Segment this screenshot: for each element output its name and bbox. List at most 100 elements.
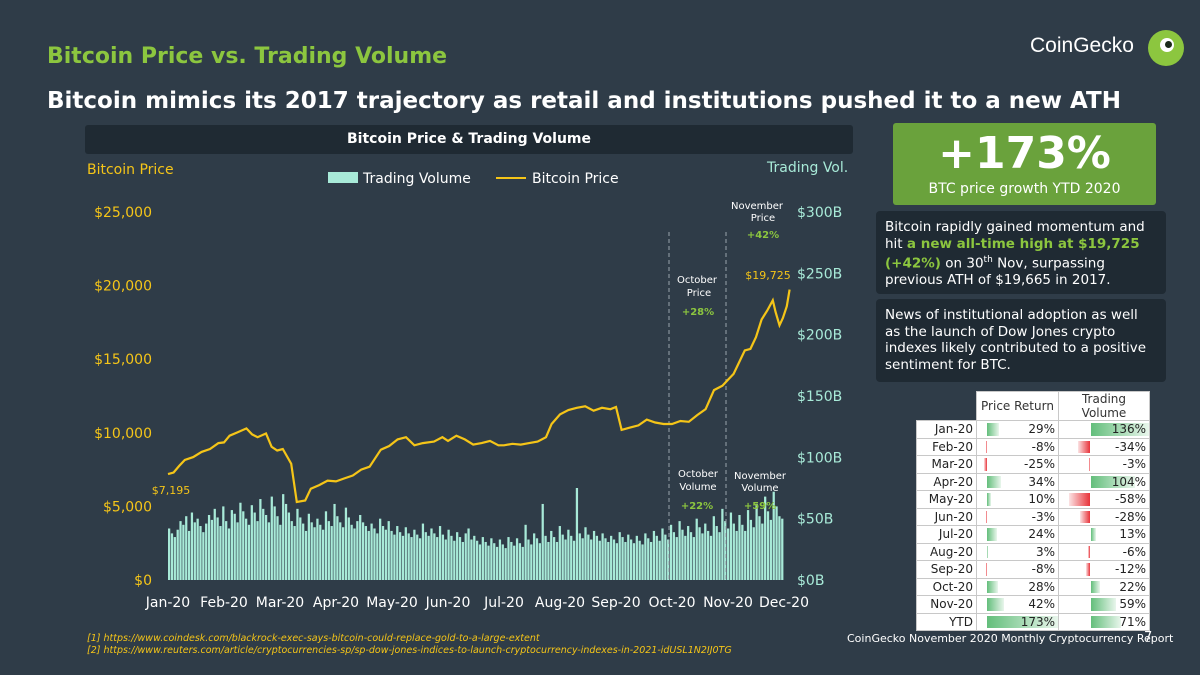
- trading-volume-cell-bar: [1090, 598, 1116, 611]
- volume-bar: [764, 496, 767, 580]
- volume-bar: [678, 521, 681, 580]
- volume-bar: [584, 527, 587, 580]
- volume-bar: [729, 512, 733, 580]
- price-return-cell-bar: [986, 475, 1001, 488]
- col-price-return: Price Return: [976, 391, 1059, 421]
- table-row: Mar-20 -25% -3%: [916, 455, 1150, 474]
- volume-bar: [473, 535, 476, 580]
- returns-table: Price Return Trading Volume Jan-20 29% 136…: [916, 391, 1150, 631]
- end-price-label: $19,725: [745, 269, 791, 282]
- trading-volume-cell-value: 13%: [1119, 527, 1146, 542]
- trading-volume-cell-bar: [1090, 423, 1149, 436]
- price-return-cell-value: 10%: [1028, 492, 1055, 507]
- volume-bar: [618, 532, 621, 580]
- volume-bar: [738, 514, 741, 580]
- trading-volume-cell-bar: [1086, 563, 1091, 576]
- price-return-cell-value: 3%: [1035, 544, 1055, 559]
- table-month: Sep-20: [916, 560, 977, 579]
- volume-bar: [381, 526, 385, 580]
- volume-bar: [781, 518, 784, 580]
- price-return-cell-bar: [986, 563, 987, 576]
- oct-price-label-2: Price: [687, 288, 711, 299]
- price-line: [167, 289, 791, 504]
- trading-volume-cell-value: -3%: [1122, 457, 1146, 472]
- volume-bar: [279, 524, 282, 580]
- volume-bar: [726, 528, 730, 580]
- volume-bar: [669, 524, 673, 580]
- volume-bar: [196, 518, 199, 580]
- price-return-cell-value: 28%: [1028, 579, 1055, 594]
- trading-volume-cell: 136%: [1058, 420, 1150, 439]
- volume-bar: [664, 534, 667, 580]
- volume-bar: [587, 534, 590, 580]
- volume-bar: [404, 527, 407, 580]
- right-axis-tick: $300B: [797, 205, 842, 221]
- table-row: YTD 173% 71%: [916, 612, 1150, 631]
- volume-bar: [533, 533, 536, 580]
- table-row: Jan-20 29% 136%: [916, 420, 1150, 439]
- volume-bar: [350, 524, 353, 580]
- volume-bar: [504, 548, 507, 580]
- volume-bar: [344, 507, 348, 580]
- volume-bar: [530, 544, 533, 580]
- volume-bar: [627, 534, 630, 580]
- trading-volume-cell-value: 104%: [1111, 474, 1146, 489]
- volume-bar: [521, 546, 524, 580]
- trading-volume-cell-value: -58%: [1114, 492, 1146, 507]
- volume-bar: [430, 528, 433, 580]
- volume-bar: [684, 535, 687, 580]
- legend-price-label: Bitcoin Price: [532, 171, 619, 187]
- volume-bar: [538, 543, 541, 580]
- volume-bar: [339, 522, 342, 580]
- growth-stat-value: +173%: [938, 128, 1111, 179]
- price-return-cell: 28%: [976, 577, 1059, 596]
- volume-bar: [707, 530, 710, 580]
- volume-bar: [324, 511, 328, 580]
- table-row: Apr-20 34% 104%: [916, 472, 1150, 491]
- trading-volume-cell: -3%: [1058, 455, 1150, 474]
- volume-bar: [210, 519, 214, 580]
- volume-bar: [447, 529, 450, 580]
- volume-bar: [456, 532, 459, 580]
- volume-bar: [316, 518, 319, 580]
- volume-bar: [250, 505, 253, 580]
- oct-price-value: +28%: [682, 307, 714, 318]
- footnote-link-2[interactable]: [2] https://www.reuters.com/article/cryp…: [87, 645, 732, 656]
- price-return-cell-value: -3%: [1031, 509, 1055, 524]
- volume-bar: [769, 519, 772, 580]
- volume-bar: [484, 541, 487, 580]
- volume-bar: [427, 535, 430, 580]
- volume-bar: [219, 526, 222, 580]
- right-axis-tick: $150B: [797, 389, 842, 405]
- price-return-cell: -25%: [976, 455, 1059, 474]
- gecko-logo-icon: [1148, 30, 1184, 66]
- price-return-cell: -8%: [976, 437, 1059, 456]
- table-month: Jan-20: [916, 420, 977, 439]
- volume-bar: [393, 534, 396, 580]
- table-month: Feb-20: [916, 437, 977, 456]
- price-return-cell-value: 34%: [1028, 474, 1055, 489]
- volume-bar: [544, 535, 547, 580]
- volume-bar: [758, 516, 761, 580]
- trading-volume-cell-bar: [1089, 458, 1091, 471]
- volume-bar: [436, 537, 439, 580]
- volume-bar: [262, 508, 265, 580]
- volume-bar: [621, 537, 624, 580]
- volume-bar: [347, 517, 350, 580]
- volume-bar: [379, 518, 382, 580]
- volume-bar: [302, 523, 305, 580]
- volume-bar: [399, 532, 402, 580]
- volume-bar: [712, 516, 715, 580]
- brand-name: CoinGecko: [1030, 34, 1134, 57]
- price-return-cell-bar: [986, 440, 987, 453]
- footnote-link-1[interactable]: [1] https://www.coindesk.com/blackrock-e…: [87, 633, 540, 644]
- volume-bar: [253, 512, 256, 580]
- price-return-cell: 3%: [976, 542, 1059, 561]
- volume-bar: [390, 530, 393, 580]
- trading-volume-cell-bar: [1069, 493, 1091, 506]
- col-trading-volume: Trading Volume: [1058, 391, 1150, 421]
- volume-bar: [418, 538, 422, 580]
- volume-bar: [330, 526, 333, 580]
- left-axis-tick: $20,000: [94, 279, 152, 295]
- x-axis-tick: Jul-20: [483, 595, 524, 611]
